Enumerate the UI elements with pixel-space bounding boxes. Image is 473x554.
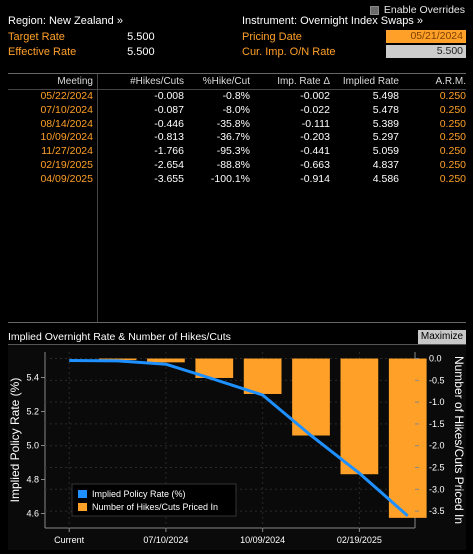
pricing-date-label: Pricing Date — [242, 31, 302, 43]
implied-rate-value: 5.389 — [372, 117, 399, 130]
imp-rate-delta-value: -0.663 — [300, 158, 330, 171]
pct-hike-cut-value: -88.8% — [216, 158, 250, 171]
arm-value: 0.250 — [439, 172, 466, 185]
instrument-selector[interactable]: Instrument: Overnight Index Swaps » — [242, 15, 423, 27]
table-row[interactable]: 10/09/2024 -0.813 -36.7% -0.203 5.297 0.… — [8, 131, 466, 146]
col-header-pct-hike-cut[interactable]: %Hike/Cut — [202, 76, 250, 87]
hikes-cuts-value: -3.655 — [154, 172, 184, 185]
table-row[interactable]: 08/14/2024 -0.446 -35.8% -0.111 5.389 0.… — [8, 117, 466, 132]
hikes-cuts-value: -2.654 — [154, 158, 184, 171]
arm-value: 0.250 — [439, 117, 466, 130]
imp-rate-delta-value: -0.111 — [301, 117, 330, 130]
pct-hike-cut-value: -8.0% — [222, 103, 250, 116]
target-rate-row: Target Rate 5.500 — [8, 31, 155, 43]
table-row[interactable]: 04/09/2025 -3.655 -100.1% -0.914 4.586 0… — [8, 172, 466, 187]
arm-value: 0.250 — [439, 103, 466, 116]
imp-rate-delta-value: -0.914 — [300, 172, 330, 185]
effective-rate-value: 5.500 — [127, 46, 155, 58]
table-row[interactable]: 07/10/2024 -0.087 -8.0% -0.022 5.478 0.2… — [8, 103, 466, 118]
meeting-date: 05/22/2024 — [8, 90, 98, 104]
column-divider — [97, 90, 98, 322]
col-header-implied-rate[interactable]: Implied Rate — [342, 76, 399, 87]
region-selector[interactable]: Region: New Zealand » — [8, 15, 123, 27]
meeting-date: 08/14/2024 — [8, 117, 98, 132]
checkbox-icon[interactable] — [369, 5, 379, 15]
table-row[interactable]: 02/19/2025 -2.654 -88.8% -0.663 4.837 0.… — [8, 158, 466, 173]
hikes-cuts-value: -0.446 — [154, 117, 184, 130]
imp-rate-delta-value: -0.002 — [300, 90, 330, 102]
pct-hike-cut-value: -36.7% — [216, 131, 250, 144]
target-rate-value: 5.500 — [127, 31, 155, 43]
arm-value: 0.250 — [439, 158, 466, 171]
hikes-cuts-value: -1.766 — [154, 145, 184, 158]
meeting-date: 07/10/2024 — [8, 103, 98, 118]
meeting-date: 04/09/2025 — [8, 172, 98, 187]
effective-rate-label: Effective Rate — [8, 46, 77, 58]
arm-value: 0.250 — [439, 90, 466, 102]
chart-panel — [8, 344, 466, 550]
arm-value: 0.250 — [439, 145, 466, 158]
col-header-imp-rate-delta[interactable]: Imp. Rate Δ — [277, 76, 330, 87]
header-panel: Enable Overrides Region: New Zealand » I… — [0, 0, 473, 62]
pct-hike-cut-value: -95.3% — [216, 145, 250, 158]
cur-imp-rate-label: Cur. Imp. O/N Rate — [242, 46, 336, 58]
imp-rate-delta-value: -0.441 — [300, 145, 330, 158]
instrument-label[interactable]: Instrument: Overnight Index Swaps » — [242, 15, 423, 27]
table-header: Meeting #Hikes/Cuts %Hike/Cut Imp. Rate … — [8, 74, 466, 90]
meetings-table: Meeting #Hikes/Cuts %Hike/Cut Imp. Rate … — [8, 73, 466, 323]
meeting-date: 02/19/2025 — [8, 158, 98, 173]
col-header-arm[interactable]: A.R.M. — [435, 76, 466, 87]
pct-hike-cut-value: -35.8% — [216, 117, 250, 130]
enable-overrides-label: Enable Overrides — [383, 4, 465, 16]
maximize-button[interactable]: Maximize — [418, 330, 466, 344]
effective-rate-row: Effective Rate 5.500 — [8, 46, 155, 58]
meeting-date: 11/27/2024 — [8, 145, 98, 159]
col-header-meeting[interactable]: Meeting — [8, 74, 98, 89]
pct-hike-cut-value: -100.1% — [210, 172, 250, 185]
pct-hike-cut-value: -0.8% — [222, 90, 250, 102]
hikes-cuts-value: -0.087 — [154, 103, 184, 116]
target-rate-label: Target Rate — [8, 31, 65, 43]
meeting-date: 10/09/2024 — [8, 131, 98, 146]
implied-rate-value: 5.498 — [372, 90, 399, 102]
implied-rate-value: 4.837 — [372, 158, 399, 171]
imp-rate-delta-value: -0.203 — [300, 131, 330, 144]
implied-rate-value: 5.297 — [372, 131, 399, 144]
region-label[interactable]: Region: New Zealand » — [8, 15, 123, 27]
cur-imp-rate-input[interactable]: 5.500 — [386, 45, 466, 58]
table-row[interactable]: 05/22/2024 -0.008 -0.8% -0.002 5.498 0.2… — [8, 90, 466, 104]
table-row[interactable]: 11/27/2024 -1.766 -95.3% -0.441 5.059 0.… — [8, 145, 466, 159]
enable-overrides-toggle[interactable]: Enable Overrides — [369, 4, 465, 16]
pricing-date-input[interactable]: 05/21/2024 — [386, 30, 466, 43]
hikes-cuts-value: -0.008 — [154, 90, 184, 102]
implied-rate-value: 5.059 — [372, 145, 399, 158]
implied-rate-value: 5.478 — [372, 103, 399, 116]
arm-value: 0.250 — [439, 131, 466, 144]
chart-title: Implied Overnight Rate & Number of Hikes… — [8, 330, 418, 344]
hikes-cuts-value: -0.813 — [154, 131, 184, 144]
imp-rate-delta-value: -0.022 — [300, 103, 330, 116]
implied-rate-value: 4.586 — [372, 172, 399, 185]
col-header-hikes-cuts[interactable]: #Hikes/Cuts — [130, 76, 184, 87]
